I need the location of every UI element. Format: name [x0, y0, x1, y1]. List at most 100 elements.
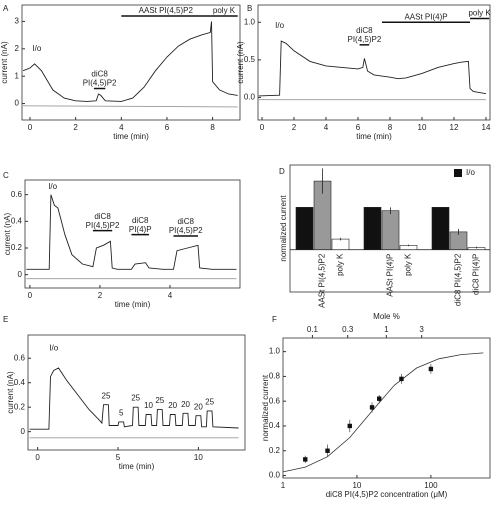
y-tick-label: 0.2	[269, 446, 281, 455]
x-tick-label: 6	[356, 123, 361, 132]
y-tick-label: 0	[21, 427, 26, 436]
x-tick-label: 6	[165, 123, 170, 132]
y-tick-label: 0.2	[14, 402, 26, 411]
stimulus-label: diC8	[177, 217, 194, 226]
y-tick-label: 0.6	[11, 190, 23, 199]
x-tick-label: 5	[116, 453, 121, 462]
category-label: poly K	[336, 253, 345, 276]
annotation: 25	[205, 397, 214, 406]
trace	[29, 367, 239, 430]
trace	[26, 194, 237, 270]
x2-tick-label: 0.3	[342, 325, 354, 334]
trace	[22, 21, 238, 102]
data-point	[399, 376, 404, 382]
x-tick-label: 10	[194, 453, 203, 462]
y-axis-label: normalized current	[279, 195, 288, 262]
annotation: 25	[155, 396, 164, 405]
data-point	[369, 405, 375, 410]
y-tick-label: 0.2	[11, 243, 23, 252]
bar	[431, 207, 450, 250]
y-tick-label: 0.8	[269, 372, 281, 381]
x-tick-label: 1	[281, 481, 286, 490]
legend-label: I/o	[466, 168, 475, 177]
bar	[331, 238, 350, 250]
stimulus-label: PI(4,5)P2	[86, 221, 120, 230]
data-point	[347, 423, 352, 429]
x-tick-label: 0	[260, 123, 265, 132]
x-axis-label: time (min)	[115, 300, 151, 309]
category-label: poly K	[404, 253, 413, 276]
y-axis-label: current (nA)	[0, 41, 9, 84]
x-axis-label: diC8 PI(4,5)P2 concentration (μM)	[326, 490, 448, 499]
y-tick-label: 0.6	[14, 353, 26, 362]
category-label: AASt PI(4)P	[386, 254, 395, 297]
plot-frame	[289, 164, 491, 293]
panel-letter: D	[279, 167, 285, 176]
x-axis-label: time (min)	[356, 132, 392, 141]
y-tick-label: 0.4	[11, 216, 23, 225]
panel-letter: A	[3, 4, 9, 13]
y-tick-label: 0	[15, 99, 20, 108]
annotation: 20	[181, 400, 190, 409]
x-tick-label: 14	[482, 123, 491, 132]
stimulus-label: poly K	[468, 9, 491, 18]
y-axis-label: normalized current	[261, 374, 270, 441]
annotation: I/o	[48, 182, 57, 191]
x2-tick-label: 0.1	[307, 325, 319, 334]
y-tick-label: 1.0	[244, 17, 256, 26]
y-tick-label: 1.0	[269, 347, 281, 356]
data-point	[377, 396, 382, 401]
trace	[258, 40, 487, 97]
stimulus-label: PI(4)P	[129, 225, 152, 234]
stimulus-label: diC8	[94, 212, 111, 221]
x-tick-label: 0	[28, 123, 33, 132]
x-tick-label: 10	[352, 481, 361, 490]
annotation: 20	[168, 401, 177, 410]
stimulus-label: diC8	[91, 70, 108, 79]
x-tick-label: 0	[35, 453, 40, 462]
y-tick-label: 0.6	[269, 396, 281, 405]
annotation: I/o	[275, 21, 284, 30]
x-axis-label: time (min)	[119, 462, 155, 471]
x-tick-label: 8	[210, 123, 215, 132]
plot-frame	[282, 337, 491, 479]
panel-letter: E	[3, 315, 8, 324]
y-tick-label: 1	[15, 71, 20, 80]
panel-letter: F	[272, 315, 277, 324]
category-label: AASt PI(4,5)P2	[318, 253, 327, 308]
bar	[381, 210, 400, 250]
y-axis-label: current (nA)	[3, 213, 12, 256]
bar	[295, 207, 314, 250]
plot-frame	[24, 179, 241, 289]
x2-tick-label: 1	[384, 325, 389, 334]
x-tick-label: 4	[168, 291, 173, 300]
y-tick-label: 0.0	[269, 471, 281, 480]
y-tick-label: 0.5	[244, 55, 256, 64]
annotation: 20	[194, 402, 203, 411]
stimulus-label: poly K	[213, 6, 236, 15]
category-label: diC8 PI(4,5)P2	[454, 253, 463, 306]
x-axis-label: time (min)	[113, 132, 149, 141]
data-point	[325, 448, 330, 453]
annotation: 25	[102, 391, 111, 400]
stimulus-label: PI(4,5)P2	[348, 35, 382, 44]
plot-frame	[21, 4, 241, 121]
x-tick-label: 10	[418, 123, 427, 132]
y-tick-label: 0.4	[269, 421, 281, 430]
bar	[363, 207, 382, 250]
y-tick-label: 3	[15, 17, 20, 26]
stimulus-label: AASt PI(4)P	[404, 12, 447, 21]
y-tick-label: 0.0	[244, 93, 256, 102]
x-tick-label: 8	[388, 123, 393, 132]
stimulus-label: diC8	[356, 26, 373, 35]
data-point	[428, 366, 434, 372]
annotation: I/o	[32, 44, 41, 53]
x-tick-label: 100	[424, 481, 438, 490]
panel-letter: B	[247, 4, 252, 13]
plot-frame	[257, 4, 491, 121]
y-axis-label: current (nA)	[236, 41, 245, 84]
annotation: 10	[144, 401, 153, 410]
annotation: 5	[119, 408, 124, 417]
